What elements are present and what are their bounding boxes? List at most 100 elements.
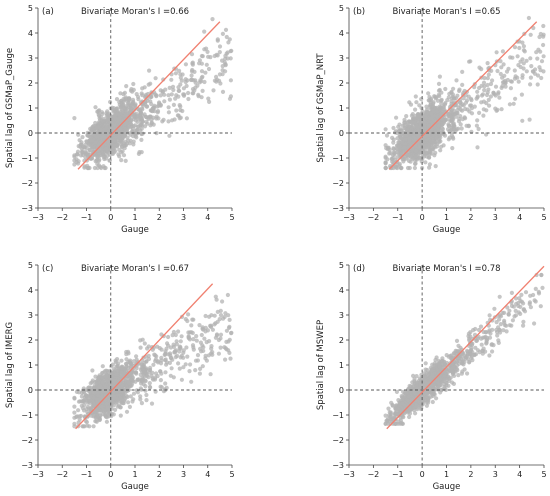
data-point xyxy=(140,93,145,98)
data-point xyxy=(102,118,107,123)
data-point xyxy=(176,88,181,93)
data-point xyxy=(433,140,438,145)
data-point xyxy=(176,94,181,99)
data-point xyxy=(228,56,233,61)
data-point xyxy=(428,394,433,399)
data-point xyxy=(496,338,501,343)
data-point xyxy=(451,86,456,91)
data-point xyxy=(81,389,86,394)
data-point xyxy=(498,59,503,64)
data-point xyxy=(437,74,442,79)
data-point xyxy=(454,78,459,83)
data-point xyxy=(72,404,77,409)
data-point xyxy=(399,128,404,133)
data-point xyxy=(116,403,122,408)
y-tick-label: −2 xyxy=(21,179,33,188)
data-point xyxy=(404,156,409,161)
data-point xyxy=(479,67,484,72)
data-point xyxy=(99,110,105,115)
data-point xyxy=(199,332,204,338)
data-point xyxy=(204,340,209,345)
data-point xyxy=(183,362,188,367)
data-point xyxy=(539,59,545,64)
data-point xyxy=(488,94,493,99)
data-point xyxy=(183,77,188,82)
data-point xyxy=(487,103,492,108)
data-point xyxy=(147,381,152,386)
data-point xyxy=(509,290,514,295)
data-point xyxy=(469,355,474,361)
data-point xyxy=(519,92,525,97)
data-point xyxy=(423,160,428,165)
x-axis-label: Gauge xyxy=(121,482,149,492)
data-point xyxy=(528,56,533,61)
x-tick-label: 2 xyxy=(157,470,162,479)
data-point xyxy=(447,376,452,381)
data-point xyxy=(516,79,521,84)
data-point xyxy=(173,332,178,338)
data-point xyxy=(398,165,403,171)
data-point xyxy=(164,362,169,367)
x-tick-label: −1 xyxy=(81,213,93,222)
data-point xyxy=(424,151,429,156)
scatter-points xyxy=(72,17,234,171)
x-tick-label: 4 xyxy=(205,470,210,479)
data-point xyxy=(104,401,109,406)
data-point xyxy=(404,114,409,119)
data-point xyxy=(451,121,456,126)
data-point xyxy=(424,400,429,405)
data-point xyxy=(168,373,173,378)
data-point xyxy=(475,145,480,150)
data-point xyxy=(202,47,207,52)
data-point xyxy=(145,121,150,126)
data-point xyxy=(479,342,484,347)
data-point xyxy=(146,356,152,362)
data-point xyxy=(147,384,153,390)
data-point xyxy=(119,158,124,163)
data-point xyxy=(131,99,136,104)
data-point xyxy=(72,116,77,121)
data-point xyxy=(90,368,95,373)
data-point xyxy=(98,147,103,152)
data-point xyxy=(522,309,528,314)
data-point xyxy=(132,131,137,136)
data-point xyxy=(142,341,147,346)
data-point xyxy=(131,87,136,92)
data-point xyxy=(76,399,82,404)
data-point xyxy=(80,399,85,404)
data-point xyxy=(75,152,80,157)
data-point xyxy=(134,354,139,359)
data-point xyxy=(486,72,491,77)
data-point xyxy=(203,313,208,319)
data-point xyxy=(122,134,127,139)
data-point xyxy=(181,348,186,353)
data-point xyxy=(519,292,524,297)
panel-label: (c) xyxy=(42,264,53,274)
y-tick-label: 2 xyxy=(339,79,344,88)
data-point xyxy=(487,313,492,318)
data-point xyxy=(74,389,79,394)
data-point xyxy=(115,368,120,373)
data-point xyxy=(139,365,144,370)
data-point xyxy=(218,336,223,341)
data-point xyxy=(120,401,125,406)
data-point xyxy=(170,84,176,89)
data-point xyxy=(102,384,107,389)
data-point xyxy=(433,150,438,155)
data-point xyxy=(206,353,211,358)
data-point xyxy=(456,119,462,124)
data-point xyxy=(167,85,172,90)
data-point xyxy=(541,42,546,48)
data-point xyxy=(102,134,107,139)
data-point xyxy=(428,102,433,107)
data-point xyxy=(436,128,441,133)
data-point xyxy=(395,143,400,148)
data-point xyxy=(493,84,499,89)
data-point xyxy=(490,349,495,354)
data-point xyxy=(225,50,230,55)
data-point xyxy=(413,94,418,99)
data-point xyxy=(473,352,479,357)
data-point xyxy=(167,97,172,102)
data-point xyxy=(457,87,462,92)
data-point xyxy=(147,367,152,372)
